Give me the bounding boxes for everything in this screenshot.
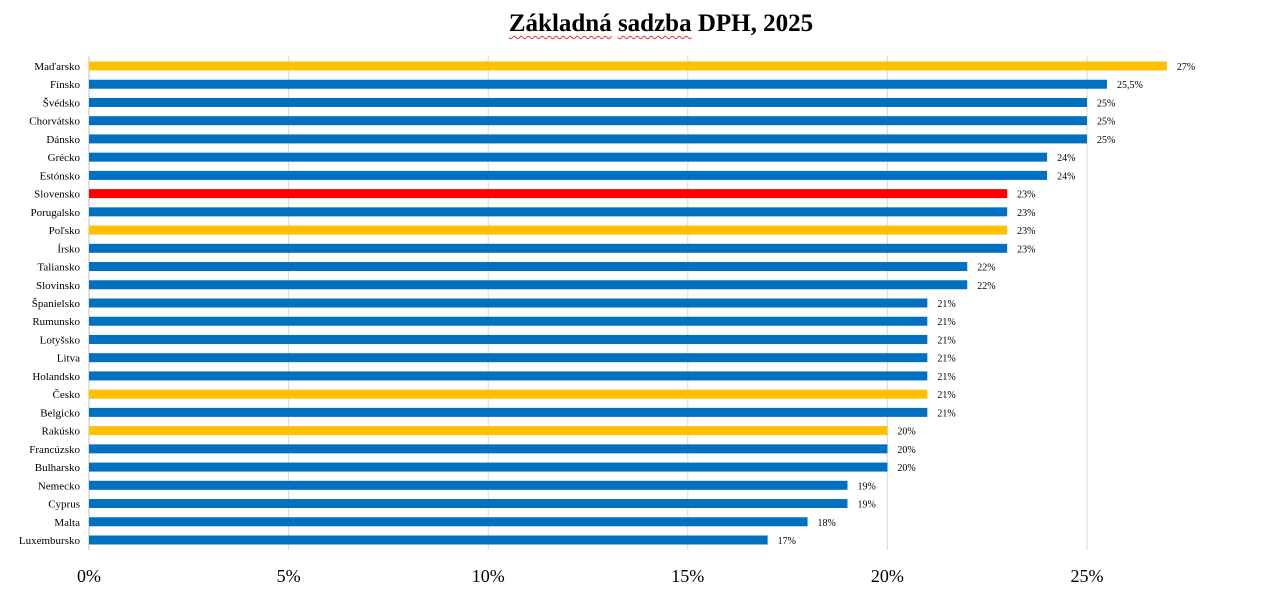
bar <box>89 79 1107 89</box>
bar <box>89 170 1048 180</box>
category-label: Holandsko <box>32 371 80 383</box>
data-label: 19% <box>857 481 875 492</box>
title-word: DPH, 2025 <box>697 10 814 37</box>
data-label: 22% <box>977 281 995 292</box>
category-label: Írsko <box>57 243 80 255</box>
bar <box>89 116 1087 126</box>
bar <box>89 262 968 272</box>
data-label: 20% <box>897 463 915 474</box>
data-label: 21% <box>937 372 955 383</box>
bar <box>89 499 848 509</box>
bar <box>89 371 928 381</box>
category-label: Slovensko <box>34 189 80 201</box>
category-label: Rakúsko <box>42 426 81 438</box>
category-label: Maďarsko <box>34 61 80 73</box>
bar <box>89 535 768 545</box>
title-word: sadzba <box>617 10 692 37</box>
category-label: Poľsko <box>49 225 81 237</box>
data-label: 24% <box>1057 171 1075 182</box>
category-label: Chorvátsko <box>29 116 80 128</box>
category-label: Fínsko <box>50 79 80 91</box>
data-label: 21% <box>937 299 955 310</box>
bar <box>89 243 1008 253</box>
data-label: 25,5% <box>1117 80 1143 91</box>
data-label: 20% <box>897 445 915 456</box>
data-label: 24% <box>1057 153 1075 164</box>
bar <box>89 207 1008 217</box>
category-label: Nemecko <box>38 480 81 492</box>
bar <box>89 462 888 472</box>
bar <box>89 97 1087 107</box>
bar <box>89 407 928 417</box>
category-label: Slovinsko <box>36 280 81 292</box>
x-tick-label: 10% <box>472 566 505 586</box>
category-label: Estónsko <box>40 170 81 182</box>
x-tick-label: 20% <box>871 566 904 586</box>
data-label: 19% <box>857 500 875 511</box>
bar <box>89 134 1087 144</box>
bar <box>89 426 888 436</box>
data-label: 22% <box>977 263 995 274</box>
data-label: 25% <box>1097 135 1115 146</box>
bar <box>89 61 1167 71</box>
data-label: 20% <box>897 427 915 438</box>
category-label: Francúzsko <box>29 444 80 456</box>
bar <box>89 189 1008 199</box>
bar <box>89 298 928 308</box>
data-label: 21% <box>937 335 955 346</box>
bar <box>89 152 1048 162</box>
title-word: Základná <box>508 10 612 37</box>
data-label: 18% <box>818 518 836 529</box>
category-label: Španielsko <box>32 298 81 310</box>
x-tick-label: 15% <box>671 566 704 586</box>
data-label: 23% <box>1017 208 1035 219</box>
data-label: 25% <box>1097 117 1115 128</box>
category-label: Dánsko <box>46 134 80 146</box>
category-label: Lotyšsko <box>40 334 81 346</box>
data-label: 17% <box>778 536 796 547</box>
data-label: 25% <box>1097 98 1115 109</box>
data-label: 21% <box>937 408 955 419</box>
category-label: Belgicko <box>40 407 80 419</box>
category-label: Grécko <box>48 152 81 164</box>
chart-title: Základná sadzba DPH, 2025 <box>0 10 1266 38</box>
bar <box>89 389 928 399</box>
category-label: Švédsko <box>43 97 81 109</box>
bar <box>89 444 888 454</box>
data-label: 23% <box>1017 190 1035 201</box>
bar <box>89 480 848 490</box>
data-label: 21% <box>937 354 955 365</box>
category-label: Luxembursko <box>19 535 81 547</box>
category-label: Taliansko <box>37 262 80 274</box>
bar <box>89 225 1008 235</box>
category-label: Litva <box>57 353 80 365</box>
bar <box>89 334 928 344</box>
data-label: 21% <box>937 317 955 328</box>
bar <box>89 353 928 363</box>
category-label: Malta <box>54 517 80 529</box>
category-label: Česko <box>53 389 81 401</box>
x-tick-label: 25% <box>1071 566 1104 586</box>
category-label: Porugalsko <box>31 207 81 219</box>
bar <box>89 316 928 326</box>
bar <box>89 517 808 527</box>
category-label: Rumunsko <box>32 316 80 328</box>
x-tick-label: 5% <box>277 566 301 586</box>
data-label: 21% <box>937 390 955 401</box>
category-label: Bulharsko <box>35 462 81 474</box>
x-tick-label: 0% <box>77 566 101 586</box>
bar <box>89 280 968 290</box>
data-label: 23% <box>1017 226 1035 237</box>
category-label: Cyprus <box>48 499 80 511</box>
data-label: 23% <box>1017 244 1035 255</box>
data-label: 27% <box>1177 62 1195 73</box>
